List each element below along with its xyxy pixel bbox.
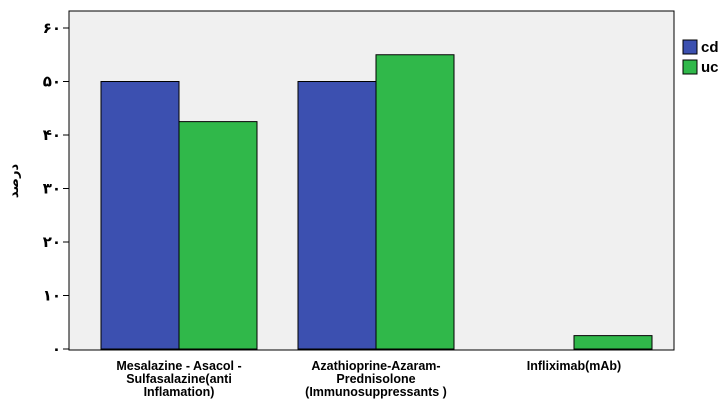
x-category-label-line: Mesalazine - Asacol - bbox=[116, 359, 241, 373]
x-category-label: Infliximab(mAb) bbox=[527, 359, 621, 373]
legend-label-cd: cd bbox=[701, 39, 719, 56]
legend-label-uc: uc bbox=[701, 59, 719, 76]
x-category-label: Azathioprine-Azaram-Prednisolone (Immunos… bbox=[305, 359, 447, 399]
x-category-label-line: Azathioprine-Azaram- bbox=[311, 359, 440, 373]
y-tick-label: ۶۰ bbox=[43, 20, 61, 37]
x-category-label-line: Inflamation) bbox=[144, 385, 215, 399]
legend: cd uc bbox=[682, 39, 719, 76]
x-category-label-line: Sulfasalazine(anti bbox=[126, 372, 232, 386]
x-category-label: Mesalazine - Asacol -Sulfasalazine(anti I… bbox=[116, 359, 241, 399]
y-tick-label: ۱۰ bbox=[43, 288, 61, 305]
y-axis-label: درصد bbox=[7, 164, 22, 199]
bar-uc-1 bbox=[375, 54, 455, 350]
bars bbox=[100, 54, 653, 350]
x-category-label-line: Prednisolone bbox=[336, 372, 415, 386]
bar-uc-2 bbox=[573, 335, 653, 350]
bar-uc-0 bbox=[178, 121, 258, 350]
bar-cd-0 bbox=[100, 81, 180, 350]
legend-swatch-uc bbox=[682, 59, 698, 75]
x-category-label-line: Infliximab(mAb) bbox=[527, 359, 621, 373]
y-tick-label: ۰ bbox=[52, 341, 61, 358]
x-axis-labels: Mesalazine - Asacol -Sulfasalazine(anti I… bbox=[116, 359, 621, 399]
y-tick-label: ۴۰ bbox=[43, 127, 61, 144]
y-tick-label: ۵۰ bbox=[43, 74, 61, 91]
y-tick-label: ۳۰ bbox=[43, 181, 61, 198]
x-category-label-line: (Immunosuppressants ) bbox=[305, 385, 447, 399]
bar-cd-1 bbox=[297, 81, 377, 350]
legend-swatch-cd bbox=[682, 39, 698, 55]
y-axis: ۰ ۱۰ ۲۰ ۳۰ ۴۰ ۵۰ ۶۰ bbox=[43, 20, 69, 358]
y-tick-label: ۲۰ bbox=[43, 234, 61, 251]
